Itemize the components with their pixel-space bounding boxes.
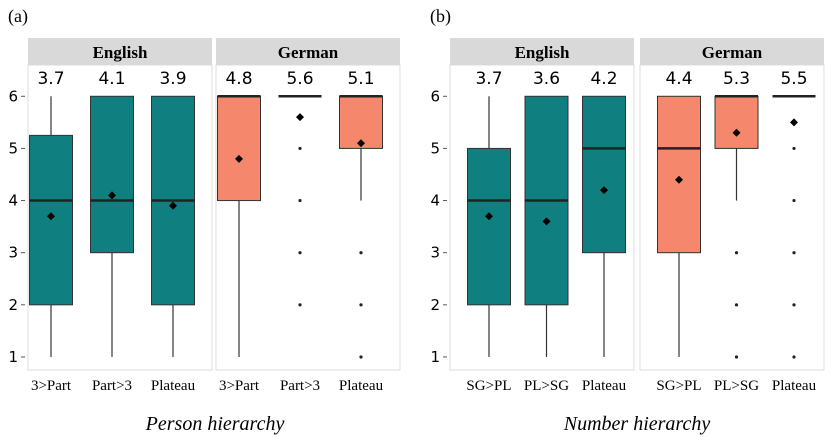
mean-label: 5.5 <box>780 69 807 89</box>
x-tick-label: 3>Part <box>31 378 72 394</box>
y-tick-label: 5 <box>8 139 18 157</box>
y-tick-label: 2 <box>430 296 440 314</box>
facet-strip <box>450 38 634 65</box>
y-tick-label: 6 <box>8 87 18 105</box>
facet-strip <box>28 38 212 65</box>
mean-marker <box>732 128 741 137</box>
y-tick-label: 1 <box>430 348 440 366</box>
y-tick-label: 1 <box>8 348 18 366</box>
mean-marker <box>47 212 55 221</box>
mean-marker <box>108 191 116 200</box>
outlier <box>734 355 739 359</box>
box <box>467 147 511 306</box>
outlier <box>792 251 796 255</box>
mean-label: 4.2 <box>590 69 617 89</box>
facet-strip <box>640 38 824 65</box>
box <box>217 95 261 202</box>
mean-label: 5.3 <box>723 69 750 89</box>
facet-title: English <box>515 43 570 62</box>
mean-label: 4.8 <box>225 69 252 89</box>
outlier <box>359 251 363 255</box>
box <box>90 95 134 254</box>
x-axis-title: Number hierarchy <box>563 413 711 435</box>
facet-title: German <box>278 43 339 62</box>
mean-label: 4.1 <box>98 69 125 89</box>
x-tick-label: Part>3 <box>280 378 320 394</box>
y-tick-label: 3 <box>430 244 440 262</box>
facet-strip <box>216 38 400 65</box>
mean-label: 4.4 <box>665 69 692 89</box>
x-tick-label: Plateau <box>339 378 384 394</box>
outlier <box>792 355 796 359</box>
outlier <box>792 146 796 151</box>
mean-marker <box>790 118 798 127</box>
x-tick-label: Part>3 <box>92 378 132 394</box>
outlier <box>734 251 739 255</box>
y-tick-label: 4 <box>8 192 18 210</box>
x-tick-label: Plateau <box>151 378 196 394</box>
x-tick-label: Plateau <box>582 378 627 394</box>
outlier <box>298 303 302 307</box>
mean-marker <box>600 186 608 195</box>
x-axis-title: Person hierarchy <box>145 413 285 435</box>
panel-label: (a) <box>8 6 28 27</box>
outlier <box>359 355 363 359</box>
mean-label: 5.6 <box>286 69 313 89</box>
mean-label: 5.1 <box>347 69 374 89</box>
mean-marker <box>357 139 365 148</box>
mean-marker <box>169 201 177 210</box>
facet-title: English <box>93 43 148 62</box>
box <box>582 95 626 254</box>
mean-marker <box>235 154 243 163</box>
y-tick-label: 5 <box>430 139 440 157</box>
mean-label: 3.7 <box>475 69 502 89</box>
x-tick-label: SG>PL <box>656 378 701 394</box>
mean-marker <box>675 175 683 184</box>
mean-marker <box>542 217 551 226</box>
outlier <box>298 251 302 255</box>
y-tick-label: 3 <box>8 244 18 262</box>
y-tick-label: 6 <box>430 87 440 105</box>
outlier <box>359 303 363 307</box>
box <box>714 95 759 149</box>
outlier <box>792 303 796 307</box>
x-tick-label: 3>Part <box>219 378 260 394</box>
outlier <box>298 198 302 203</box>
y-tick-label: 2 <box>8 296 18 314</box>
outlier <box>792 198 796 203</box>
mean-label: 3.9 <box>159 69 186 89</box>
x-tick-label: SG>PL <box>466 378 511 394</box>
outlier <box>734 303 739 307</box>
y-tick-label: 4 <box>430 192 440 210</box>
facet-title: German <box>702 43 763 62</box>
box <box>657 95 701 254</box>
x-tick-label: Plateau <box>772 378 817 394</box>
mean-marker <box>485 212 493 221</box>
panel-label: (b) <box>430 6 451 27</box>
mean-label: 3.6 <box>533 69 560 89</box>
mean-label: 3.7 <box>37 69 64 89</box>
outlier <box>298 146 302 151</box>
mean-marker <box>296 113 304 122</box>
x-tick-label: PL>SG <box>714 378 759 394</box>
x-tick-label: PL>SG <box>524 378 569 394</box>
